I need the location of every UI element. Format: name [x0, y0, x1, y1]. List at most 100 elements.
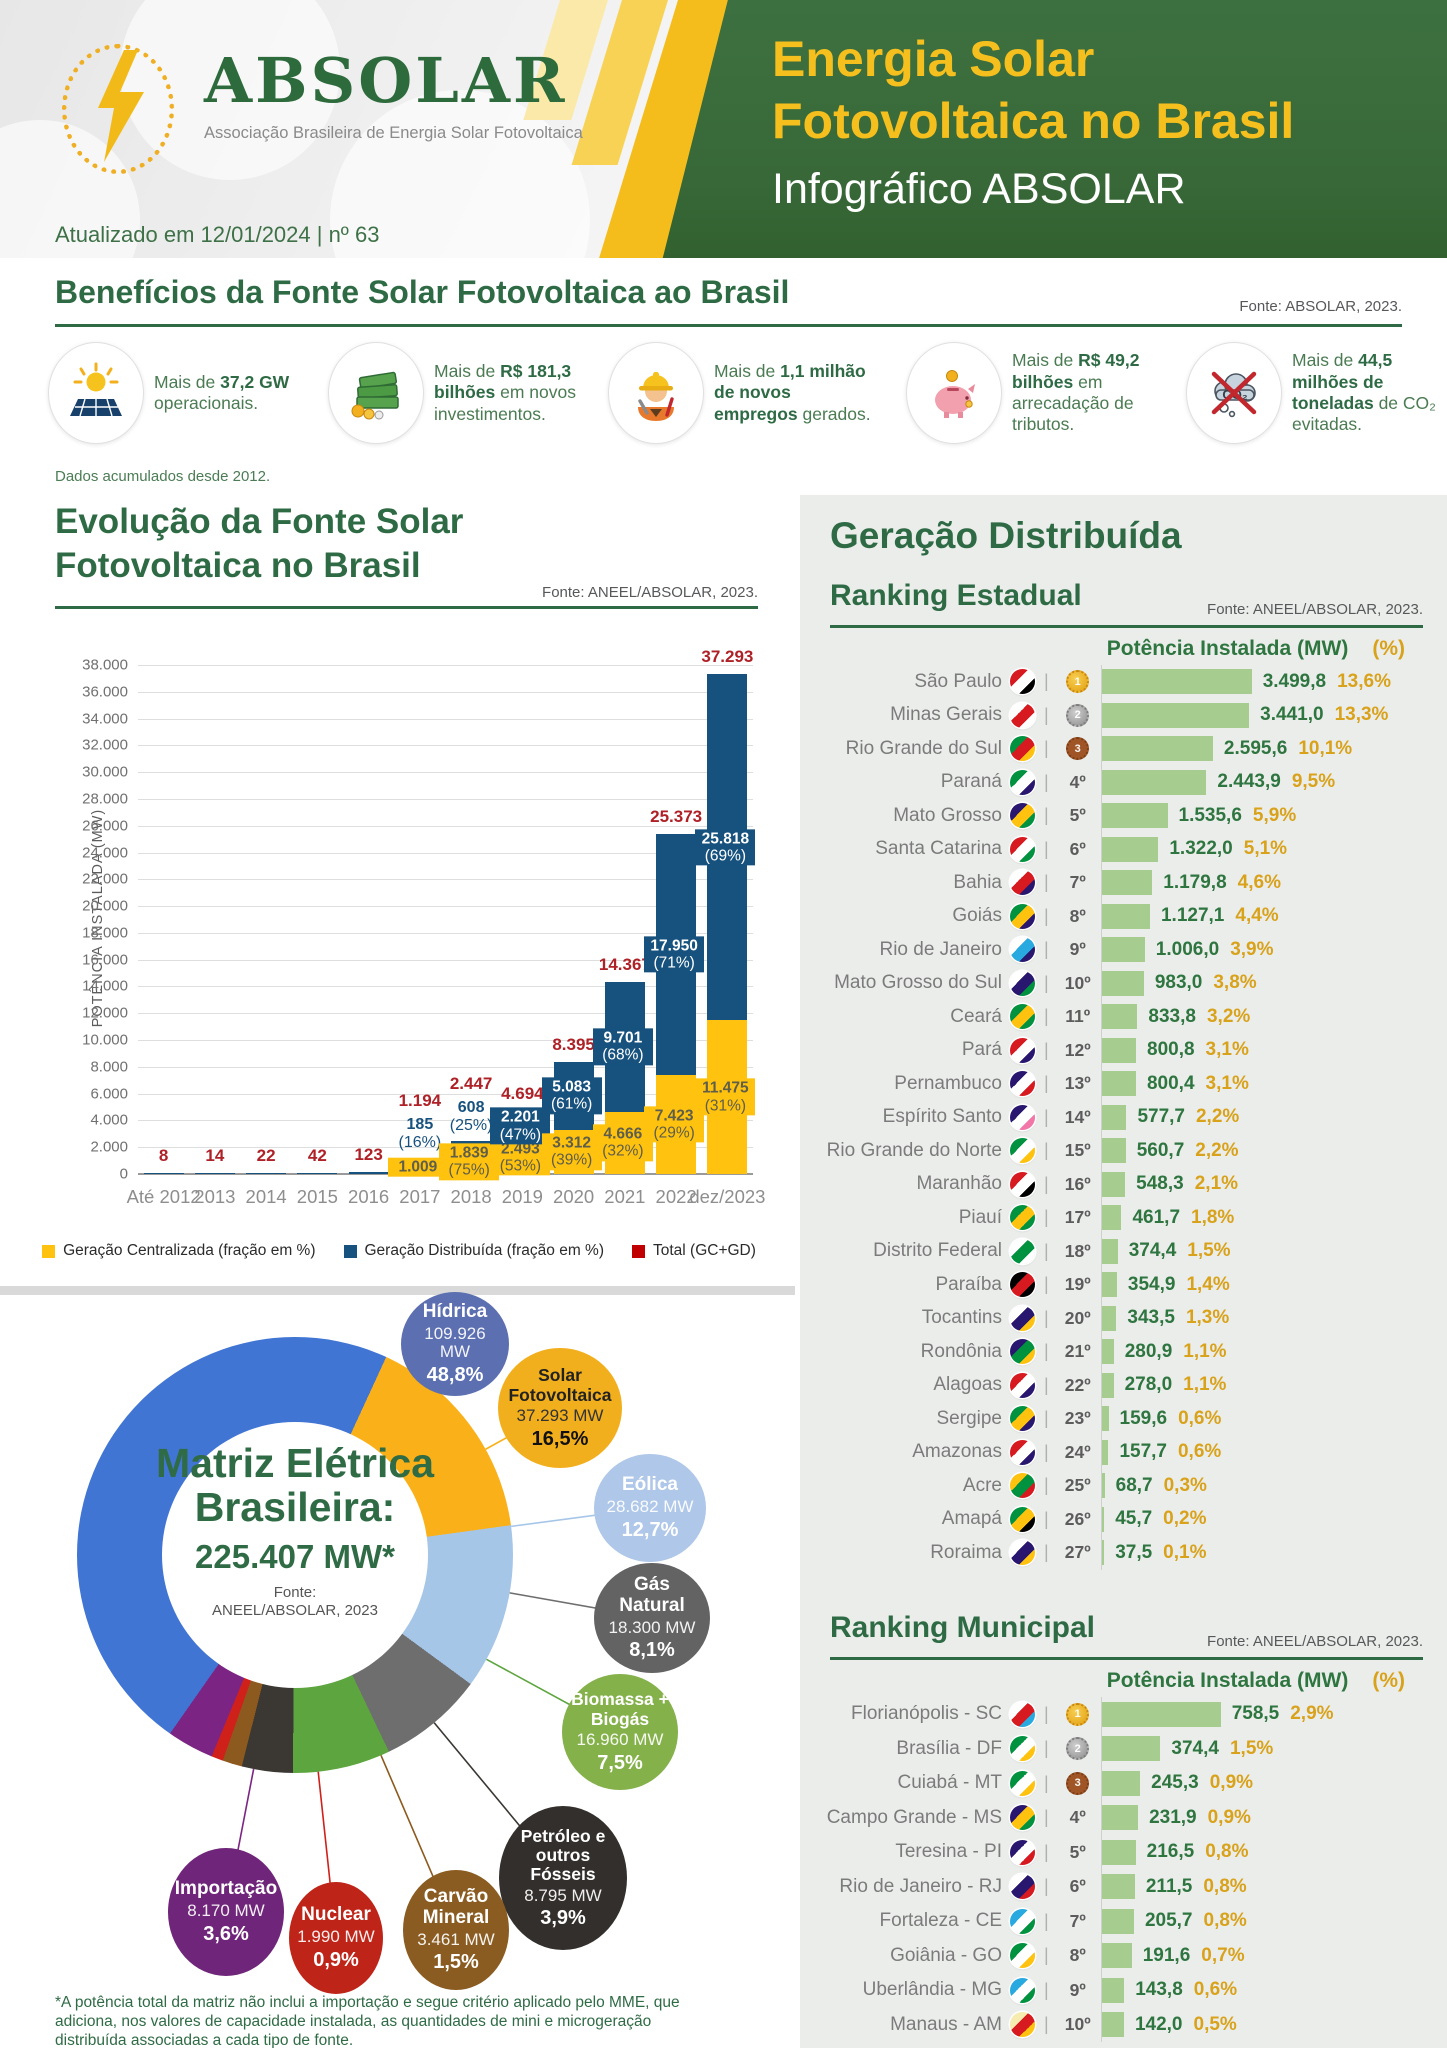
- legend-swatch: [631, 1244, 645, 1258]
- ranking-pct: 0,7%: [1201, 1944, 1245, 1966]
- flag-icon: [1010, 1004, 1035, 1030]
- bubble-mw: 1.990 MW: [297, 1927, 375, 1947]
- bronze-medal-icon: 3: [1066, 737, 1090, 761]
- ranking-rank: 1: [1055, 1702, 1101, 1726]
- total-label: 37.293: [701, 647, 754, 667]
- ranking-row: Paraná | 4º 2.443,9 9,5%: [800, 765, 1441, 799]
- ranking-row: Pará | 12º 800,8 3,1%: [800, 1033, 1441, 1067]
- ranking-pct: 0,6%: [1177, 1441, 1222, 1463]
- flag-icon: [1010, 1977, 1035, 2003]
- ranking-row: Amapá | 26º 45,7 0,2%: [800, 1502, 1441, 1536]
- ranking-bar: [1101, 1506, 1105, 1532]
- ranking-pct: 2,2%: [1195, 1139, 1239, 1161]
- benefit-text: Mais de 37,2 GW operacionais.: [154, 372, 312, 415]
- ranking-pct: 0,6%: [1178, 1407, 1222, 1429]
- gridline: [138, 986, 753, 988]
- ranking-pct: 4,4%: [1235, 905, 1279, 927]
- ranking-bar-zone: 159,6 0,6%: [1100, 1402, 1441, 1436]
- benefit-text-segment: gerados.: [797, 403, 871, 424]
- ranking-bar-zone: 205,7 0,8%: [1100, 1904, 1441, 1939]
- ranking-bar-zone: 758,5 2,9%: [1100, 1697, 1441, 1732]
- gd-bar-label: 25.818 (69%): [695, 829, 756, 866]
- ranking-bar: [1101, 1171, 1126, 1197]
- matrix-title: Matriz Elétrica Brasileira:: [156, 1440, 434, 1530]
- gd-bar: [143, 1172, 184, 1174]
- bubble-pct: 12,7%: [621, 1518, 679, 1541]
- ranking-rank: 27º: [1064, 1542, 1091, 1563]
- ranking-rank: 10º: [1064, 972, 1091, 993]
- ranking-bar-zone: 354,9 1,4%: [1100, 1268, 1441, 1302]
- separator: |: [1044, 1006, 1049, 1027]
- separator: |: [1044, 1441, 1049, 1462]
- evolution-section: Evolução da Fonte Solar Fotovoltaica no …: [0, 490, 795, 1286]
- matrix-total: 225.407 MW*: [195, 1537, 395, 1575]
- separator: |: [1044, 972, 1049, 993]
- separator: |: [1044, 1173, 1049, 1194]
- benefit-text: Mais de R$ 181,3 bilhões em novos invest…: [434, 361, 592, 425]
- ranking-bar-zone: 245,3 0,9%: [1100, 1766, 1441, 1801]
- matrix-source: Fonte: ANEEL/ABSOLAR, 2023: [145, 1584, 445, 1620]
- gd-bar-label: 185 (16%): [398, 1116, 442, 1152]
- ranking-row: Brasília - DF | 2 374,4 1,5%: [800, 1731, 1441, 1766]
- ranking-row: Cuiabá - MT | 3 245,3 0,9%: [800, 1766, 1441, 1801]
- ranking-value: 191,6: [1142, 1944, 1191, 1966]
- flag-icon: [1010, 769, 1035, 795]
- ranking-bar-zone: 374,4 1,5%: [1100, 1234, 1441, 1268]
- ranking-row: Teresina - PI | 5º 216,5 0,8%: [800, 1835, 1441, 1870]
- ranking-value: 800,8: [1147, 1039, 1195, 1061]
- flag-icon: [1010, 970, 1035, 996]
- state-ranking-title: Ranking Estadual: [830, 579, 1082, 612]
- ranking-row: Goiânia - GO | 8º 191,6 0,7%: [800, 1938, 1441, 1973]
- y-tick-label: 6.000: [90, 1085, 128, 1103]
- ranking-row: Ceará | 11º 833,8 3,2%: [800, 1000, 1441, 1034]
- ranking-name: Mato Grosso do Sul: [834, 972, 1002, 994]
- ranking-bar-zone: 216,5 0,8%: [1100, 1835, 1441, 1870]
- ranking-bar: [1101, 769, 1207, 795]
- ranking-name: Bahia: [953, 871, 1002, 893]
- total-label: 14.367: [598, 954, 651, 974]
- bubble-name: Biomassa + Biogás: [571, 1689, 669, 1729]
- ranking-bar: [1101, 1473, 1105, 1499]
- ranking-pct: 0,2%: [1163, 1508, 1207, 1530]
- distributed-generation-panel: Geração Distribuída Ranking Estadual Fon…: [800, 495, 1447, 2048]
- ranking-rank: 7º: [1069, 1910, 1086, 1931]
- ranking-name: Florianópolis - SC: [851, 1703, 1002, 1725]
- ranking-pct: 10,1%: [1298, 737, 1353, 759]
- ranking-bar: [1101, 1406, 1109, 1432]
- ranking-pct: 1,4%: [1186, 1273, 1230, 1295]
- ranking-value: 278,0: [1124, 1374, 1173, 1396]
- separator: |: [1044, 1542, 1049, 1563]
- ranking-rank: 1: [1055, 670, 1101, 694]
- ranking-bar-zone: 45,7 0,2%: [1100, 1502, 1441, 1536]
- ranking-row: Tocantins | 20º 343,5 1,3%: [800, 1301, 1441, 1335]
- ranking-bar: [1101, 1943, 1132, 1969]
- ranking-pct: 5,1%: [1243, 838, 1288, 860]
- separator: |: [1044, 1772, 1049, 1793]
- ranking-row: Bahia | 7º 1.179,8 4,6%: [800, 866, 1441, 900]
- flag-icon: [1010, 1839, 1035, 1865]
- ranking-rank: 2: [1055, 703, 1101, 727]
- ranking-bar-zone: 2.443,9 9,5%: [1100, 765, 1441, 799]
- flag-icon: [1010, 1943, 1035, 1969]
- ranking-bar-zone: 1.127,1 4,4%: [1100, 899, 1441, 933]
- gridline: [138, 1040, 753, 1042]
- ranking-bar: [1101, 1908, 1134, 1934]
- ranking-bar-zone: 3.499,8 13,6%: [1100, 665, 1441, 699]
- rule: [830, 1657, 1423, 1660]
- gridline: [138, 772, 753, 774]
- co2-icon: CO₂: [1186, 342, 1282, 444]
- flag-icon: [1010, 870, 1035, 896]
- benefit-text-segment: R$ 49,2 bilhões: [1012, 350, 1140, 392]
- bubble-pct: 16,5%: [531, 1427, 589, 1450]
- ranking-rank: 7º: [1069, 872, 1086, 893]
- y-tick-label: 28.000: [82, 790, 128, 808]
- benefit-text: Mais de 1,1 milhão de novos empregos ger…: [714, 361, 872, 425]
- ranking-value: 560,7: [1136, 1139, 1185, 1161]
- ranking-bar: [1101, 1372, 1114, 1398]
- ranking-value: 1.127,1: [1160, 905, 1225, 927]
- ranking-row: Manaus - AM | 10º 142,0 0,5%: [800, 2007, 1441, 2042]
- ranking-name: Maranhão: [916, 1173, 1002, 1195]
- total-label: 2.447: [449, 1074, 493, 1094]
- ranking-pct: 3,1%: [1205, 1039, 1249, 1061]
- ranking-value: 205,7: [1144, 1910, 1193, 1932]
